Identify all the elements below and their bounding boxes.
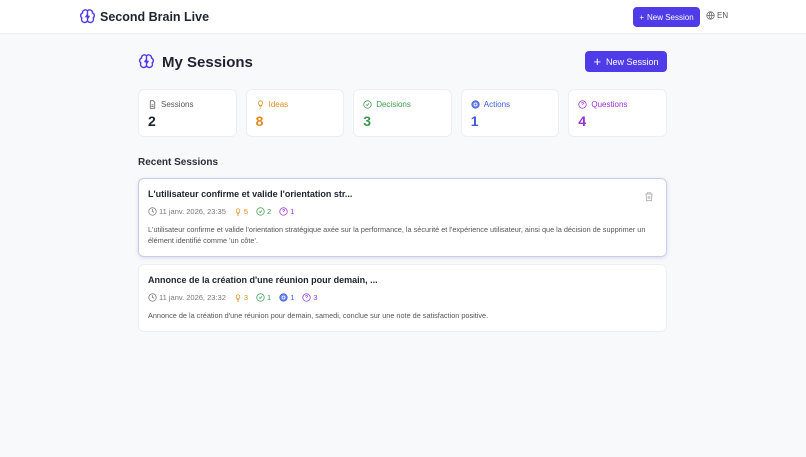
stat-sessions: Sessions 2 (138, 89, 237, 137)
question-circle-icon (302, 293, 311, 302)
header-new-session-button[interactable]: + New Session (633, 7, 700, 27)
question-circle-icon (578, 100, 587, 109)
top-bar: Second Brain Live + New Session EN (0, 0, 806, 34)
session-title: Annonce de la création d'une réunion pou… (148, 275, 378, 285)
brain-icon (138, 54, 155, 69)
session-card[interactable]: Annonce de la création d'une réunion pou… (138, 264, 667, 332)
question-circle-icon (279, 207, 288, 216)
page-title: My Sessions (162, 54, 253, 71)
session-card[interactable]: L'utilisateur confirme et valide l'orien… (138, 178, 667, 257)
check-circle-icon (363, 100, 372, 109)
stats-row: Sessions 2 Ideas 8 Decisions 3 Actions 1… (138, 89, 667, 137)
recent-sessions-heading: Recent Sessions (138, 157, 219, 168)
stat-ideas: Ideas 8 (245, 89, 345, 137)
new-session-button[interactable]: + New Session (585, 51, 667, 72)
lightbulb-icon (235, 293, 241, 302)
decisions-count: 2 (256, 207, 271, 216)
lightbulb-icon (235, 207, 241, 216)
questions-count: 3 (302, 293, 318, 302)
session-date: 11 janv. 2026, 23:35 (148, 207, 226, 216)
target-icon (279, 293, 288, 302)
target-icon (471, 100, 480, 109)
actions-count: 1 (279, 293, 294, 302)
globe-icon (706, 11, 715, 20)
lightbulb-icon (257, 100, 263, 109)
check-circle-icon (256, 293, 265, 302)
ideas-count: 5 (234, 207, 248, 216)
plus-icon: + (593, 54, 602, 69)
session-title: L'utilisateur confirme et valide l'orien… (148, 189, 353, 199)
file-icon (149, 100, 156, 109)
decisions-count: 1 (256, 293, 271, 302)
clock-icon (148, 293, 157, 302)
questions-count: 1 (279, 207, 294, 216)
clock-icon (148, 207, 157, 216)
session-date: 11 janv. 2026, 23:32 (148, 293, 226, 302)
session-description: L'utilisateur confirme et valide l'orien… (148, 225, 646, 245)
app-title: Second Brain Live (100, 10, 210, 24)
stat-decisions: Decisions 3 (353, 89, 452, 137)
stat-questions: Questions 4 (568, 89, 667, 137)
session-description: Annonce de la création d'une réunion pou… (148, 311, 489, 320)
trash-icon[interactable] (644, 191, 654, 202)
check-circle-icon (256, 207, 265, 216)
ideas-count: 3 (234, 293, 248, 302)
plus-icon: + (639, 12, 644, 22)
stat-actions: Actions 1 (460, 89, 560, 137)
brain-logo-icon (79, 9, 96, 24)
language-switcher[interactable]: EN (706, 11, 728, 20)
